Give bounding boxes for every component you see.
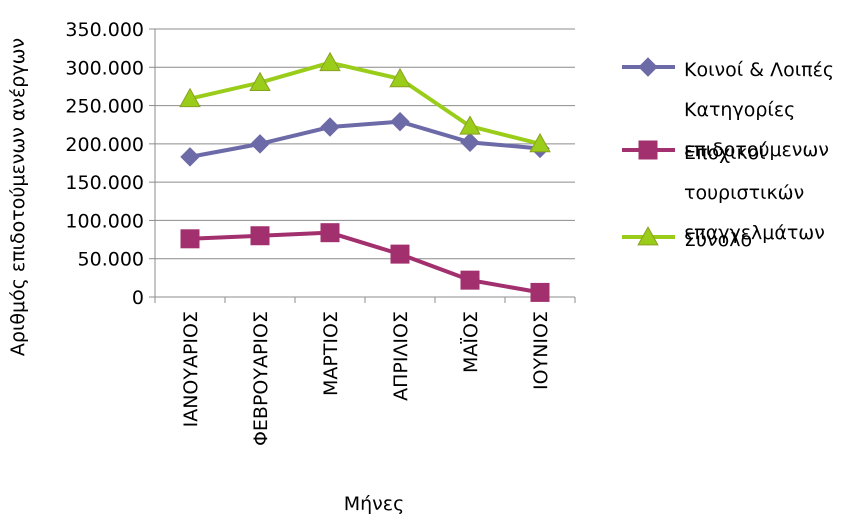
y-tick-label: 200.000 [65, 134, 144, 156]
data-point-marker [320, 223, 340, 243]
legend-label: Σύνολο [684, 229, 752, 251]
axes [149, 28, 576, 303]
data-point-marker [637, 226, 659, 246]
x-tick-label: ΜΑΡΤΙΟΣ [320, 311, 342, 396]
y-axis-title: Αριθμός επιδοτούμενων ανέργων [7, 38, 29, 356]
data-point-marker [530, 282, 550, 302]
data-point-marker [459, 115, 481, 135]
legend-label: τουριστικών [684, 182, 804, 204]
legend-label: επαγγελμάτων [684, 222, 825, 244]
legend-label: Κατηγορίες [684, 99, 795, 121]
y-tick-label: 150.000 [65, 172, 144, 194]
data-point-marker [180, 229, 200, 249]
x-axis-title: Μήνες [344, 493, 404, 515]
x-tick-labels: ΙΑΝΟΥΑΡΙΟΣ ΦΕΒΡΟΥΑΡΙΟΣ ΜΑΡΤΙΟΣ ΑΠΡΙΛΙΟΣ ΜΑΪΟ… [180, 311, 552, 446]
series-line [189, 119, 541, 159]
data-point-marker [390, 111, 410, 132]
series-line [189, 230, 541, 295]
legend-label: επιδοτούμενων [684, 139, 829, 161]
legend-label: Εποχικοί [684, 142, 766, 164]
legend: Κοινοί & Λοιπές Κατηγορίες επιδοτούμενωνΕπ… [622, 57, 834, 251]
y-tick-label: 100.000 [65, 210, 144, 232]
data-point-marker [390, 244, 410, 264]
data-point-marker [460, 270, 480, 290]
legend-label: Κοινοί & Λοιπές [684, 59, 834, 81]
data-point-marker [250, 226, 270, 246]
y-tick-label: 50.000 [78, 249, 144, 271]
series [179, 51, 551, 302]
data-point-marker [460, 132, 480, 153]
x-tick-label: ΑΠΡΙΛΙΟΣ [390, 311, 412, 401]
y-tick-label: 300.000 [65, 57, 144, 79]
data-point-marker [180, 147, 200, 167]
y-tick-labels: 0 50.000 100.000 150.000 200.000 250.000 300.0… [65, 19, 144, 309]
data-point-marker [249, 71, 271, 92]
data-point-marker [179, 87, 201, 108]
x-tick-label: ΙΟΥΝΙΟΣ [530, 311, 552, 390]
data-point-marker [529, 132, 551, 153]
y-tick-label: 350.000 [65, 19, 144, 41]
data-point-marker [319, 51, 341, 72]
y-tick-label: 250.000 [65, 96, 144, 118]
x-tick-label: ΜΑΪΟΣ [459, 311, 482, 373]
data-point-marker [389, 67, 411, 88]
x-tick-label: ΦΕΒΡΟΥΑΡΙΟΣ [250, 311, 272, 446]
series-line [189, 60, 541, 146]
data-point-marker [638, 57, 658, 77]
gridlines [155, 28, 575, 260]
x-tick-label: ΙΑΝΟΥΑΡΙΟΣ [180, 311, 202, 427]
data-point-marker [250, 134, 270, 154]
y-tick-label: 0 [132, 287, 144, 309]
data-point-marker [320, 117, 340, 137]
data-point-marker [638, 140, 658, 160]
